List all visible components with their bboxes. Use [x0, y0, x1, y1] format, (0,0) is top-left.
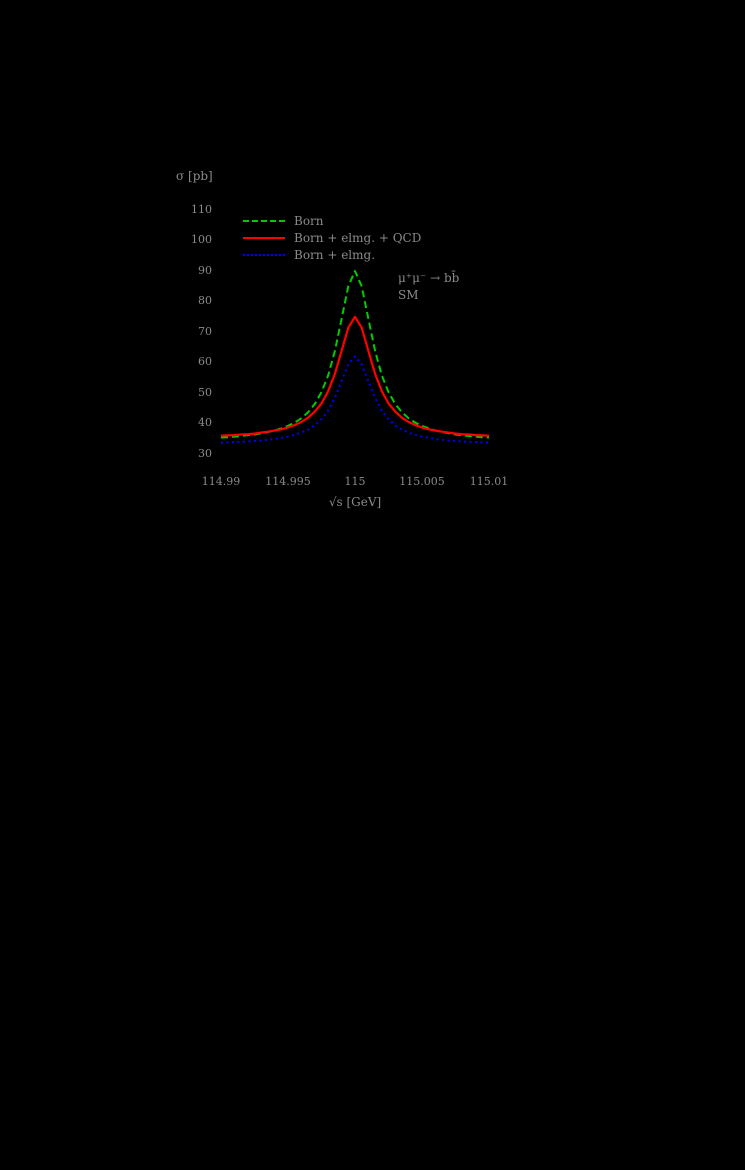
legend: Born Born + elmg. + QCD Born + elmg. — [243, 212, 421, 263]
legend-item-born: Born — [243, 212, 421, 229]
x-axis-title: √s [GeV] — [328, 495, 382, 509]
y-tick-60: 60 — [198, 355, 212, 368]
x-tick-115-005: 115.005 — [399, 475, 445, 488]
y-tick-40: 40 — [198, 416, 212, 429]
y-tick-70: 70 — [198, 325, 212, 338]
y-tick-50: 50 — [198, 386, 212, 399]
x-tick-115-01: 115.01 — [469, 475, 509, 488]
y-tick-100: 100 — [191, 233, 212, 246]
process-annotation: μ⁺μ⁻ → bb̄ SM — [398, 270, 459, 304]
y-tick-30: 30 — [198, 447, 212, 460]
x-tick-114-995: 114.995 — [265, 475, 311, 488]
process-line: μ⁺μ⁻ → bb̄ — [398, 271, 460, 285]
y-tick-110: 110 — [191, 203, 212, 216]
curve-born-elmg-qcd — [220, 315, 490, 437]
y-tick-80: 80 — [198, 294, 212, 307]
legend-item-born-elmg-qcd: Born + elmg. + QCD — [243, 229, 421, 246]
y-axis-title: σ [pb] — [176, 169, 213, 183]
legend-marker-born — [243, 219, 285, 222]
legend-marker-born-elmg — [243, 253, 285, 256]
legend-label-born-elmg-qcd: Born + elmg. + QCD — [294, 230, 422, 245]
legend-item-born-elmg: Born + elmg. — [243, 246, 421, 263]
legend-label-born-elmg: Born + elmg. — [294, 247, 376, 262]
model-line: SM — [398, 288, 419, 302]
y-tick-90: 90 — [198, 264, 212, 277]
x-tick-115: 115 — [344, 475, 366, 488]
legend-marker-born-elmg-qcd — [243, 236, 285, 239]
legend-label-born: Born — [294, 213, 324, 228]
curve-born-elmg — [220, 355, 490, 444]
x-tick-114-99: 114.99 — [201, 475, 241, 488]
